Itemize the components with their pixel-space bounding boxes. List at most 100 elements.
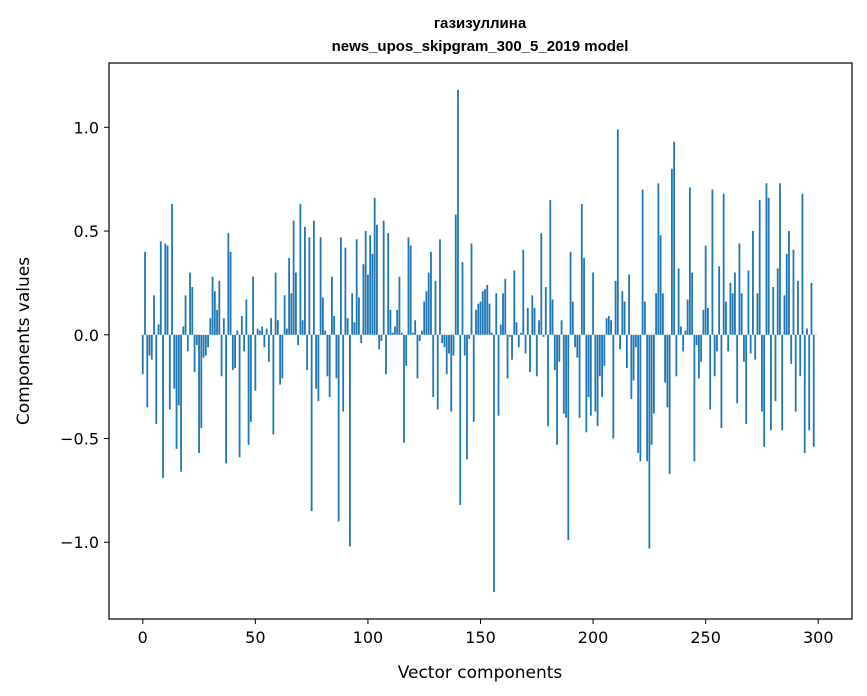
bar-component-232 (664, 334, 667, 383)
bar-component-213 (621, 291, 624, 335)
bar-component-258 (722, 193, 725, 335)
x-tick-label: 300 (803, 628, 834, 647)
bar-component-259 (725, 301, 727, 335)
bar-component-157 (495, 293, 498, 335)
bar-component-92 (349, 334, 351, 547)
bar-component-147 (472, 334, 475, 422)
bar-component-268 (745, 334, 748, 424)
bar-component-82 (326, 334, 329, 377)
bar-component-69 (297, 334, 300, 346)
bar-component-209 (612, 334, 615, 439)
bar-component-257 (720, 334, 723, 429)
y-tick-label: 1.0 (74, 118, 99, 137)
bar-component-111 (391, 332, 394, 335)
bar-component-113 (396, 309, 399, 335)
bar-component-151 (481, 291, 484, 335)
bar-component-1 (144, 251, 146, 335)
bar-component-26 (200, 334, 203, 429)
bar-component-156 (493, 334, 495, 593)
bar-component-122 (416, 334, 419, 379)
bar-component-158 (497, 334, 500, 416)
bar-component-110 (389, 309, 392, 335)
bar-component-105 (378, 334, 381, 350)
bar-component-298 (812, 334, 815, 447)
bar-component-13 (171, 204, 173, 335)
bar-component-270 (749, 334, 752, 354)
bar-component-168 (520, 332, 522, 335)
bar-component-38 (227, 233, 230, 335)
bar-component-236 (673, 141, 676, 335)
bar-component-90 (344, 247, 347, 335)
bar-component-188 (565, 334, 567, 418)
bar-component-79 (319, 237, 322, 335)
bar-component-233 (666, 334, 669, 408)
bar-component-83 (328, 334, 331, 398)
bar-component-78 (317, 334, 320, 402)
plot-area-frame (108, 62, 853, 620)
x-tick-label: 200 (578, 628, 609, 647)
bar-component-93 (351, 293, 354, 335)
bar-component-280 (772, 287, 775, 335)
bar-component-11 (166, 245, 169, 335)
bar-component-198 (587, 334, 590, 398)
bar-component-249 (702, 309, 705, 335)
bar-component-240 (682, 334, 685, 352)
bar-component-23 (193, 334, 196, 373)
bar-component-96 (358, 297, 360, 335)
bar-component-227 (652, 334, 655, 414)
bar-component-179 (544, 287, 547, 335)
bar-component-180 (547, 334, 549, 427)
bar-component-114 (398, 276, 401, 335)
bar-component-226 (650, 334, 653, 445)
bar-component-107 (382, 220, 385, 335)
bar-component-230 (659, 235, 662, 335)
bar-component-42 (236, 330, 239, 335)
bar-component-190 (569, 251, 572, 335)
bar-component-127 (427, 272, 430, 335)
bar-component-130 (434, 280, 437, 335)
bar-component-75 (310, 334, 313, 512)
bar-component-192 (574, 334, 576, 348)
bar-component-234 (668, 334, 671, 474)
bar-component-289 (792, 249, 795, 335)
bar-component-66 (290, 293, 293, 335)
bar-component-8 (159, 241, 162, 335)
bar-component-61 (279, 334, 282, 385)
bar-component-34 (218, 280, 221, 335)
bar-component-39 (229, 251, 232, 335)
bar-component-98 (362, 264, 365, 335)
bar-component-84 (331, 276, 333, 335)
bar-component-291 (797, 280, 799, 335)
bar-component-273 (756, 293, 759, 335)
bar-component-80 (321, 297, 324, 335)
bar-component-150 (479, 301, 482, 335)
y-tick-label: −1.0 (60, 533, 99, 552)
bar-component-143 (463, 334, 466, 356)
bar-component-239 (679, 326, 682, 335)
bar-component-285 (783, 295, 786, 335)
bar-component-0 (141, 334, 144, 375)
bar-component-264 (736, 334, 739, 404)
bar-component-242 (686, 299, 689, 335)
bar-component-16 (177, 334, 180, 406)
bar-component-14 (173, 334, 176, 389)
bar-component-63 (283, 295, 286, 335)
bar-component-254 (713, 334, 716, 377)
bar-component-41 (234, 334, 236, 368)
bar-component-208 (610, 320, 612, 335)
bar-component-71 (301, 320, 304, 335)
x-axis-label: Vector components (398, 663, 563, 683)
bar-component-29 (207, 334, 209, 348)
y-axis-ticks: −1.0 −0.5 0.0 0.5 1.0 (60, 118, 109, 552)
bar-component-35 (220, 334, 223, 377)
bar-component-244 (691, 272, 694, 335)
bar-component-6 (155, 334, 158, 424)
bar-component-194 (578, 334, 581, 418)
bar-component-262 (731, 293, 734, 335)
bar-component-88 (340, 237, 342, 335)
bar-component-247 (698, 334, 700, 379)
bar-component-99 (364, 231, 367, 335)
bar-component-295 (806, 328, 808, 335)
bar-component-4 (150, 334, 153, 360)
bar-component-137 (450, 334, 453, 412)
